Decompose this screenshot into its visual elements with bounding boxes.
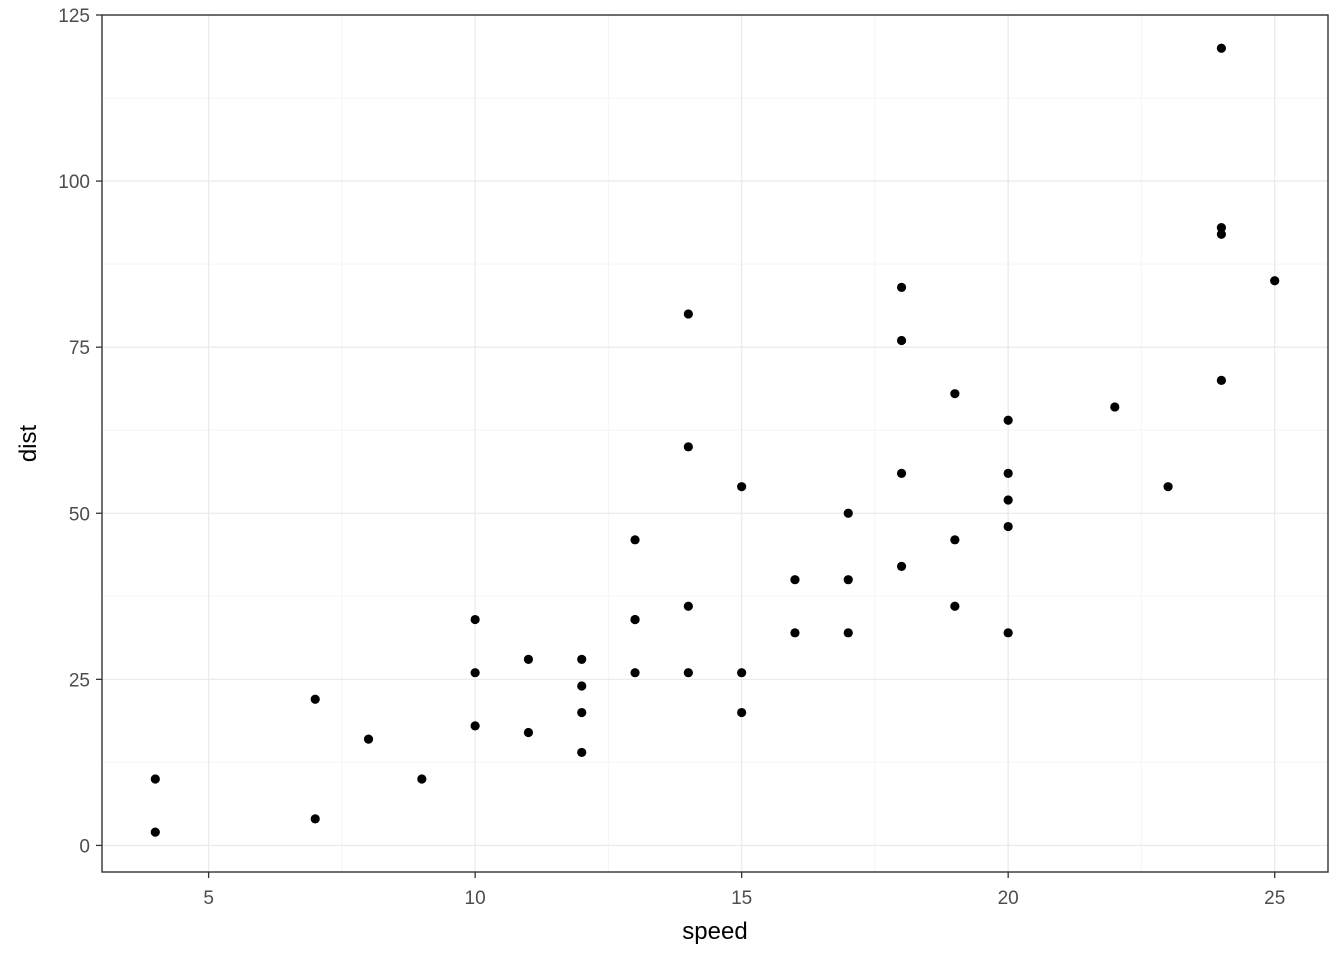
data-point bbox=[1216, 222, 1226, 233]
data-point bbox=[150, 774, 160, 784]
data-point bbox=[683, 442, 693, 452]
data-point bbox=[523, 654, 534, 665]
data-point bbox=[843, 508, 853, 518]
panel-border bbox=[101, 14, 1329, 873]
y-tick-label: 50 bbox=[69, 504, 90, 525]
data-point bbox=[630, 614, 640, 625]
data-point bbox=[737, 707, 747, 718]
data-point bbox=[843, 575, 853, 585]
data-point bbox=[470, 668, 480, 678]
data-point bbox=[630, 535, 640, 545]
y-tick-label: 75 bbox=[69, 338, 90, 359]
y-axis-title: dist bbox=[15, 425, 42, 463]
major-gridlines bbox=[102, 14, 1328, 872]
data-point bbox=[683, 668, 693, 678]
data-point bbox=[950, 601, 960, 611]
data-point bbox=[843, 628, 853, 638]
data-point bbox=[310, 694, 320, 704]
x-tick-label: 10 bbox=[465, 888, 486, 909]
y-tick-label: 125 bbox=[58, 6, 90, 27]
x-tick-label: 20 bbox=[998, 888, 1019, 909]
data-point bbox=[310, 814, 320, 824]
data-point bbox=[896, 282, 907, 292]
data-point bbox=[150, 827, 160, 837]
data-point bbox=[470, 721, 480, 731]
data-point bbox=[1216, 43, 1226, 53]
data-point bbox=[737, 668, 747, 678]
data-points bbox=[150, 43, 1280, 837]
data-point bbox=[577, 681, 587, 691]
data-point bbox=[1003, 521, 1013, 532]
x-axis-ticks: 5 10 15 20 25 bbox=[203, 872, 1285, 909]
data-point bbox=[577, 747, 587, 758]
data-point bbox=[896, 335, 907, 346]
data-point bbox=[577, 654, 587, 665]
data-point bbox=[790, 628, 800, 638]
data-point bbox=[950, 389, 960, 399]
data-point bbox=[683, 309, 693, 319]
y-axis-ticks: 0 25 50 75 100 125 bbox=[58, 6, 102, 857]
y-tick-label: 25 bbox=[69, 670, 90, 691]
data-point bbox=[1163, 482, 1173, 492]
data-point bbox=[1003, 495, 1013, 505]
data-point bbox=[790, 575, 800, 585]
y-tick-label: 100 bbox=[58, 172, 90, 193]
data-point bbox=[1003, 628, 1013, 638]
x-tick-label: 15 bbox=[731, 888, 752, 909]
data-point bbox=[1003, 415, 1013, 425]
data-point bbox=[1216, 375, 1226, 385]
data-point bbox=[363, 734, 374, 744]
data-point bbox=[417, 774, 427, 784]
x-axis-title: speed bbox=[682, 918, 747, 945]
minor-gridlines bbox=[102, 15, 1328, 872]
x-tick-label: 5 bbox=[203, 888, 214, 909]
x-tick-label: 25 bbox=[1264, 888, 1285, 909]
data-point bbox=[950, 535, 960, 545]
data-point bbox=[896, 468, 907, 478]
y-tick-label: 0 bbox=[79, 836, 90, 857]
data-point bbox=[630, 668, 640, 678]
data-point bbox=[896, 561, 907, 572]
data-point bbox=[1003, 468, 1013, 478]
data-point bbox=[1110, 402, 1120, 412]
data-point bbox=[737, 482, 747, 492]
data-point bbox=[577, 707, 587, 718]
data-point bbox=[683, 601, 693, 611]
data-point bbox=[523, 727, 534, 738]
data-point bbox=[1270, 276, 1280, 286]
data-point bbox=[470, 614, 480, 625]
data-point bbox=[1216, 229, 1226, 239]
